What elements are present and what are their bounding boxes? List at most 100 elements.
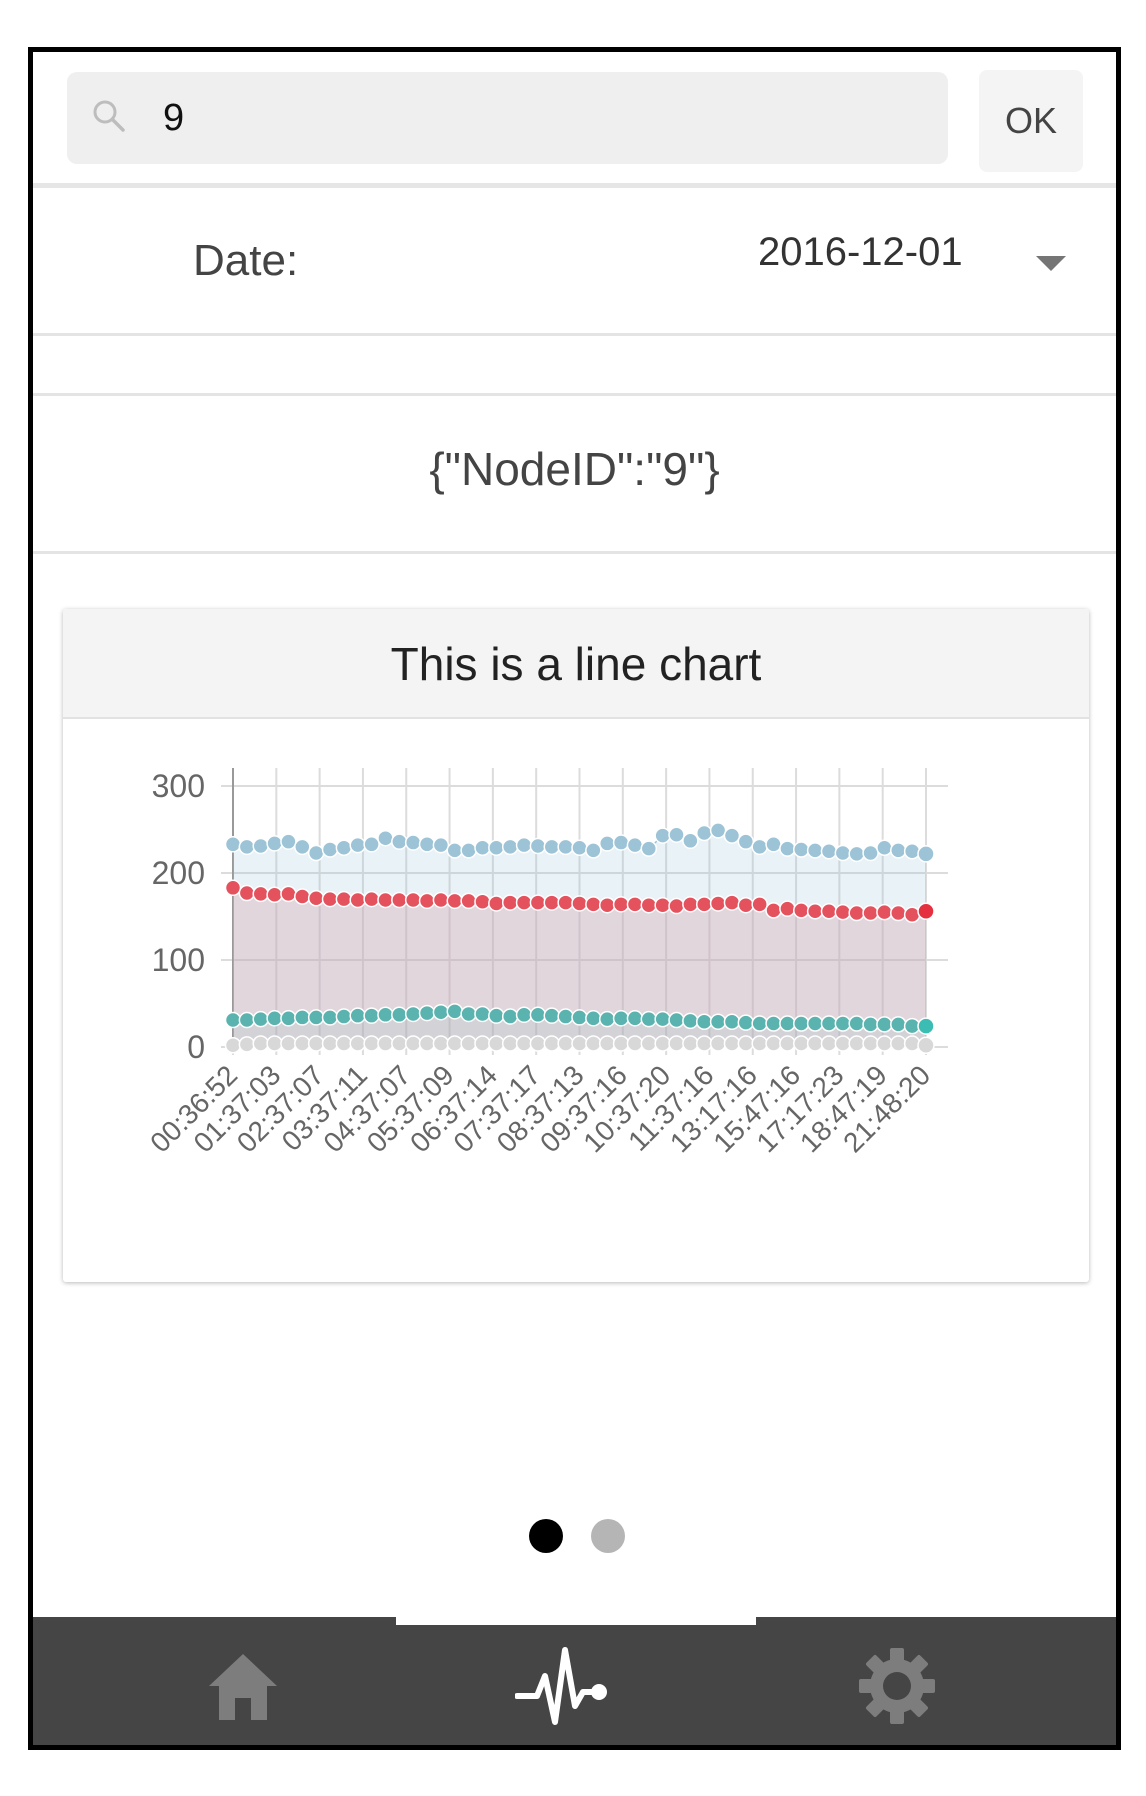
data-point xyxy=(321,1009,339,1026)
data-point xyxy=(571,1035,588,1052)
data-point xyxy=(626,836,644,854)
date-value[interactable]: 2016-12-01 xyxy=(758,230,963,274)
data-point xyxy=(432,836,450,854)
data-point xyxy=(224,879,242,897)
data-point xyxy=(391,833,408,850)
data-point xyxy=(876,839,893,857)
data-point xyxy=(404,891,422,909)
data-point xyxy=(488,839,505,857)
data-point xyxy=(737,1014,755,1031)
data-point xyxy=(626,1010,644,1027)
data-point xyxy=(917,845,935,863)
data-point xyxy=(335,1035,353,1052)
data-point xyxy=(474,839,491,857)
data-point xyxy=(890,842,907,859)
data-point xyxy=(280,1035,297,1052)
data-point xyxy=(404,1005,422,1023)
data-point xyxy=(862,844,879,862)
data-point xyxy=(280,1010,297,1027)
data-point xyxy=(529,894,547,911)
data-point xyxy=(404,1035,422,1052)
data-point xyxy=(377,829,394,847)
data-point xyxy=(765,836,782,853)
nav-chart[interactable] xyxy=(503,1617,623,1745)
data-point xyxy=(432,891,450,909)
data-point xyxy=(640,1010,658,1028)
nav-home[interactable] xyxy=(183,1617,303,1745)
data-point xyxy=(280,885,297,903)
data-point xyxy=(349,891,366,909)
data-point xyxy=(820,1035,838,1052)
chevron-down-icon[interactable] xyxy=(1036,256,1066,271)
data-point xyxy=(806,1015,824,1032)
pager-dot[interactable] xyxy=(591,1519,625,1553)
pager-dot-active[interactable] xyxy=(529,1519,563,1553)
data-point xyxy=(737,1035,755,1052)
search-input[interactable] xyxy=(163,86,923,150)
data-point xyxy=(488,1007,505,1024)
data-point xyxy=(917,1036,935,1055)
data-point xyxy=(515,1035,533,1052)
date-selector[interactable]: Date: 2016-12-01 xyxy=(33,188,1116,336)
data-point xyxy=(848,845,865,863)
data-point xyxy=(903,906,921,924)
data-point xyxy=(598,896,616,914)
data-point xyxy=(793,902,810,919)
data-point xyxy=(668,897,685,915)
data-point xyxy=(238,884,256,902)
data-point xyxy=(335,890,353,908)
chart-card-title: This is a line chart xyxy=(63,609,1089,719)
data-point xyxy=(460,1005,477,1023)
data-point xyxy=(737,833,755,850)
data-point xyxy=(723,894,741,911)
data-point xyxy=(695,1035,713,1052)
data-point xyxy=(474,893,491,910)
data-point xyxy=(654,1010,671,1028)
data-point xyxy=(612,896,630,913)
series-area xyxy=(233,1011,926,1047)
data-point xyxy=(224,1037,242,1054)
data-point xyxy=(709,1035,727,1052)
nav-settings[interactable] xyxy=(837,1617,957,1745)
data-point xyxy=(640,1035,658,1052)
data-point xyxy=(460,1035,477,1052)
data-point xyxy=(876,903,893,921)
data-point xyxy=(709,895,727,912)
data-point xyxy=(695,824,713,842)
bottom-nav xyxy=(33,1617,1116,1745)
data-point xyxy=(682,1035,699,1052)
data-point xyxy=(460,842,477,859)
data-point xyxy=(321,841,339,858)
data-point xyxy=(294,838,311,856)
data-point xyxy=(529,1035,547,1052)
data-point xyxy=(432,1003,450,1021)
data-point xyxy=(266,835,283,852)
data-point xyxy=(654,896,671,914)
data-point xyxy=(515,894,533,911)
data-point xyxy=(612,1010,630,1027)
data-point xyxy=(585,1035,602,1052)
data-point xyxy=(779,840,796,857)
data-point xyxy=(793,1035,810,1052)
data-point xyxy=(238,838,256,856)
data-point xyxy=(252,1035,269,1052)
home-icon xyxy=(209,1654,277,1720)
data-point xyxy=(668,1035,685,1052)
data-point xyxy=(793,841,810,858)
data-point xyxy=(307,889,325,907)
data-point xyxy=(474,1035,491,1052)
series-area xyxy=(233,830,926,1047)
ok-button[interactable]: OK xyxy=(979,70,1083,172)
data-point xyxy=(488,1035,505,1052)
data-point xyxy=(418,836,436,853)
data-point xyxy=(307,1035,325,1052)
data-point xyxy=(585,842,602,859)
search-box[interactable] xyxy=(67,72,948,164)
data-point xyxy=(709,1013,727,1031)
data-point xyxy=(820,1015,838,1032)
data-point xyxy=(890,904,907,922)
date-label: Date: xyxy=(193,236,299,285)
search-bar: OK xyxy=(33,52,1116,187)
data-point xyxy=(640,896,658,914)
data-point xyxy=(876,1016,893,1033)
